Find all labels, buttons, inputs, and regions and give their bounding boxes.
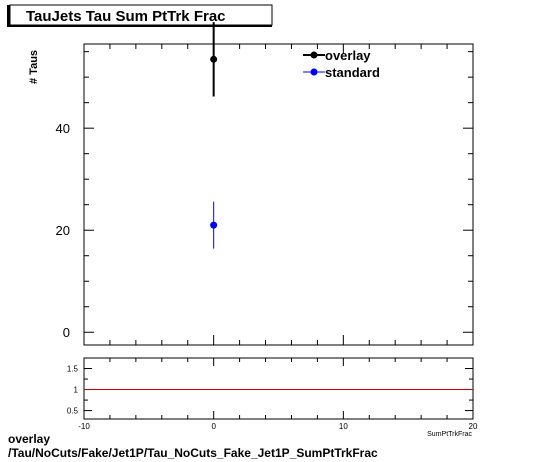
x-axis-label: SumPtTrkFrac bbox=[427, 431, 472, 438]
legend-label-standard: standard bbox=[325, 65, 380, 80]
ratio-y-tick-label: 1.5 bbox=[67, 365, 79, 374]
ratio-axis-ticks bbox=[83, 358, 474, 419]
data-point-overlay bbox=[210, 55, 218, 63]
ratio-y-tick-label: 0.5 bbox=[67, 407, 79, 416]
legend-label-overlay: overlay bbox=[325, 48, 371, 63]
title-box: TauJets Tau Sum PtTrk Frac bbox=[7, 4, 273, 27]
legend-entry-overlay: overlay bbox=[303, 48, 371, 63]
y-tick-label: 20 bbox=[56, 223, 70, 238]
x-tick-label: 20 bbox=[469, 422, 478, 431]
ratio-y-tick-label: 1 bbox=[74, 386, 79, 395]
chart-title: TauJets Tau Sum PtTrk Frac bbox=[26, 8, 226, 25]
y-tick-label: 40 bbox=[56, 121, 70, 136]
main-plot-frame bbox=[83, 43, 474, 346]
ratio-plot-frame bbox=[83, 357, 474, 420]
x-tick-labels: -10 0 10 20 bbox=[78, 422, 478, 431]
data-points bbox=[210, 22, 218, 249]
footer-line-2: /Tau/NoCuts/Fake/Jet1P/Tau_NoCuts_Fake_J… bbox=[8, 446, 378, 460]
y-axis-label: # Taus bbox=[28, 50, 40, 84]
ratio-y-tick-labels: 0.5 1 1.5 bbox=[67, 365, 79, 416]
y-tick-label: 0 bbox=[63, 325, 70, 340]
legend-entry-standard: standard bbox=[303, 65, 380, 80]
main-y-tick-labels: 0 20 40 bbox=[56, 121, 70, 340]
x-tick-label: 10 bbox=[339, 422, 348, 431]
x-tick-label: 0 bbox=[211, 422, 216, 431]
legend: overlay standard bbox=[303, 48, 380, 80]
data-point-standard bbox=[210, 221, 218, 229]
main-axis-ticks bbox=[83, 44, 474, 345]
x-tick-label: -10 bbox=[78, 422, 90, 431]
footer-line-1: overlay bbox=[8, 432, 51, 446]
